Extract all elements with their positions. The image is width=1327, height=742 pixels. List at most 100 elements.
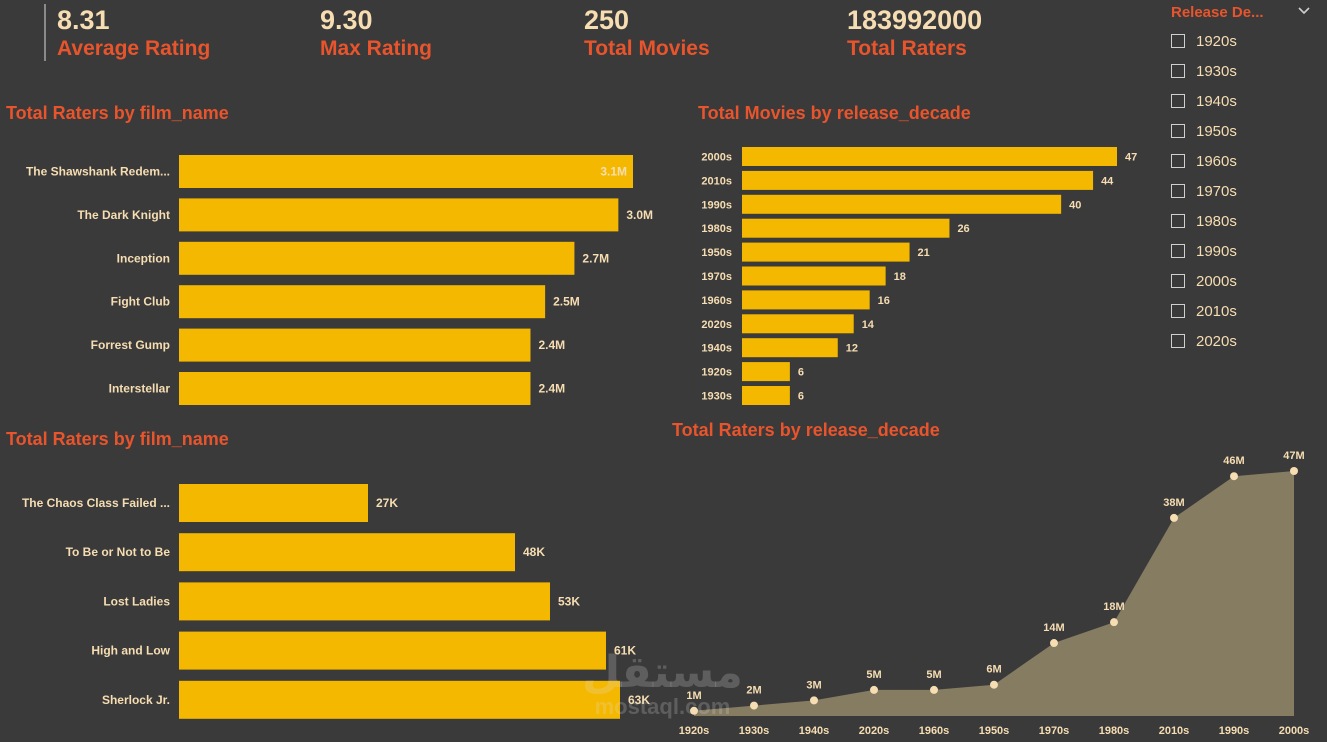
data-label: 14 — [862, 319, 875, 331]
x-tick-label: 2000s — [1279, 725, 1310, 737]
slicer-option-label: 2010s — [1196, 302, 1237, 320]
data-label: 5M — [926, 669, 941, 681]
bar[interactable] — [742, 170, 1094, 190]
data-point[interactable] — [1170, 513, 1178, 522]
data-label: 47M — [1283, 450, 1304, 462]
slicer-option[interactable]: 1940s — [1171, 91, 1237, 111]
bar[interactable] — [179, 372, 531, 405]
data-point[interactable] — [750, 701, 758, 710]
release-decade-slicer: Release De... 1920s 1930s 1940s 1950s 1960s 1… — [1171, 4, 1321, 350]
data-point[interactable] — [1230, 472, 1238, 481]
kpi-value: 9.30 — [320, 5, 373, 35]
checkbox[interactable] — [1171, 304, 1185, 318]
checkbox[interactable] — [1171, 334, 1185, 348]
bar[interactable] — [179, 680, 620, 719]
chevron-down-icon[interactable] — [1297, 6, 1311, 16]
category-label: Sherlock Jr. — [102, 693, 170, 707]
kpi-label: Average Rating — [57, 37, 211, 60]
kpi-label: Total Raters — [847, 37, 967, 60]
bar[interactable] — [742, 266, 886, 286]
data-point[interactable] — [870, 685, 878, 694]
bar[interactable] — [742, 194, 1062, 214]
data-label: 61K — [614, 644, 636, 658]
bar[interactable] — [742, 386, 790, 405]
slicer-title: Release De... — [1171, 4, 1264, 21]
checkbox[interactable] — [1171, 34, 1185, 48]
bar[interactable] — [742, 147, 1117, 166]
category-label: 2000s — [701, 152, 732, 164]
bar[interactable] — [742, 338, 838, 358]
category-label: 1930s — [701, 391, 732, 403]
category-label: Inception — [117, 251, 170, 265]
chart-bottom-raters: The Chaos Class Failed ... 27K To Be or No… — [22, 484, 650, 719]
bar[interactable] — [179, 533, 515, 572]
bar[interactable] — [742, 290, 870, 310]
checkbox[interactable] — [1171, 214, 1185, 228]
bar[interactable] — [179, 631, 606, 670]
slicer-option[interactable]: 2020s — [1171, 331, 1237, 351]
checkbox[interactable] — [1171, 184, 1185, 198]
data-point[interactable] — [1050, 639, 1058, 648]
category-label: 1920s — [701, 367, 732, 379]
data-label: 3.1M — [600, 165, 627, 179]
checkbox[interactable] — [1171, 124, 1185, 138]
bar[interactable] — [179, 285, 546, 319]
slicer-option-label: 1960s — [1196, 152, 1237, 170]
slicer-option[interactable]: 1990s — [1171, 241, 1237, 261]
chart-top-raters: The Shawshank Redem... 3.1M The Dark Knigh… — [26, 155, 653, 405]
slicer-option[interactable]: 2010s — [1171, 301, 1237, 321]
bar[interactable] — [179, 198, 619, 232]
category-label: High and Low — [91, 644, 170, 658]
bar[interactable] — [179, 155, 633, 188]
x-tick-label: 1930s — [739, 725, 770, 737]
bar[interactable] — [742, 218, 950, 238]
kpi-average-rating: 8.31 Average Rating — [57, 4, 210, 61]
bar[interactable] — [179, 328, 531, 362]
data-point[interactable] — [690, 706, 698, 715]
kpi-divider — [44, 4, 46, 61]
slicer-option[interactable]: 1960s — [1171, 151, 1237, 171]
data-label: 2M — [746, 685, 761, 697]
kpi-label: Max Rating — [320, 37, 433, 60]
checkbox[interactable] — [1171, 274, 1185, 288]
chart-title-bottom-raters: Total Raters by film_name — [6, 429, 229, 449]
slicer-option[interactable]: 1980s — [1171, 211, 1237, 231]
area-fill — [694, 471, 1294, 716]
data-point[interactable] — [930, 685, 938, 694]
category-label: Forrest Gump — [91, 338, 170, 352]
category-label: 1960s — [701, 295, 732, 307]
slicer-option[interactable]: 1950s — [1171, 121, 1237, 141]
slicer-option-label: 1930s — [1196, 62, 1237, 80]
bar[interactable] — [742, 314, 854, 334]
bar[interactable] — [179, 241, 575, 275]
bar[interactable] — [179, 582, 550, 621]
data-label: 6M — [986, 664, 1001, 676]
data-label: 2.4M — [538, 382, 565, 396]
checkbox[interactable] — [1171, 64, 1185, 78]
checkbox[interactable] — [1171, 244, 1185, 258]
bar[interactable] — [742, 242, 910, 262]
x-tick-label: 1980s — [1099, 725, 1130, 737]
category-label: To Be or Not to Be — [66, 545, 171, 559]
data-point[interactable] — [1110, 618, 1118, 627]
checkbox[interactable] — [1171, 94, 1185, 108]
slicer-option[interactable]: 1930s — [1171, 61, 1237, 81]
data-label: 2.7M — [582, 251, 609, 265]
data-label: 40 — [1069, 199, 1081, 211]
category-label: 1990s — [701, 199, 732, 211]
data-label: 18M — [1103, 601, 1124, 613]
slicer-option-label: 2000s — [1196, 272, 1237, 290]
chart-title-movies-by-decade: Total Movies by release_decade — [698, 103, 971, 123]
bar[interactable] — [179, 484, 368, 522]
slicer-option[interactable]: 1970s — [1171, 181, 1237, 201]
slicer-header[interactable]: Release De... — [1171, 4, 1321, 26]
data-label: 1M — [686, 690, 701, 702]
checkbox[interactable] — [1171, 154, 1185, 168]
bar[interactable] — [742, 362, 790, 382]
slicer-option[interactable]: 2000s — [1171, 271, 1237, 291]
slicer-option[interactable]: 1920s — [1171, 31, 1237, 51]
x-tick-label: 1990s — [1219, 725, 1250, 737]
data-point[interactable] — [990, 680, 998, 689]
data-point[interactable] — [1290, 467, 1298, 475]
data-point[interactable] — [810, 696, 818, 705]
